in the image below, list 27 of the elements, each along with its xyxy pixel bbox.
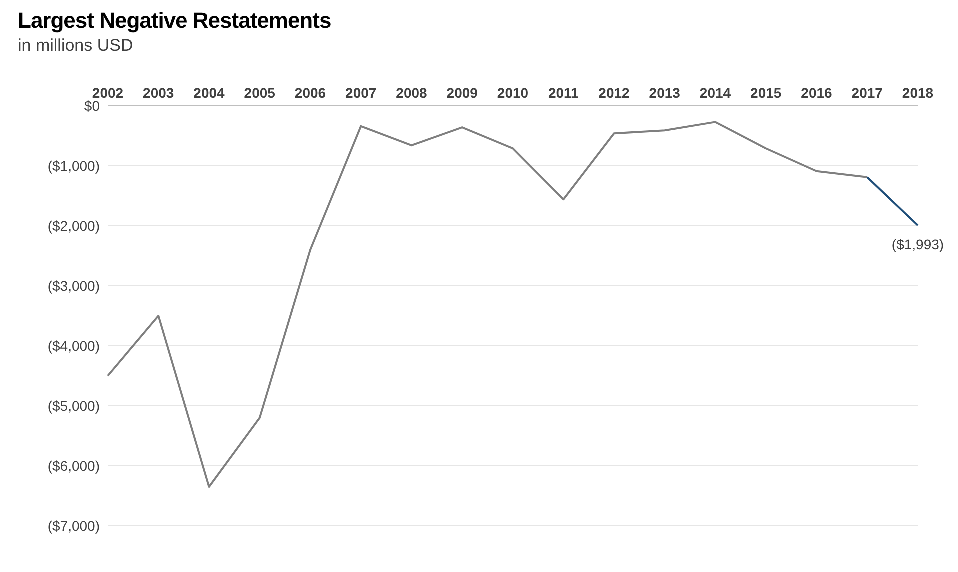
x-tick-label: 2004 — [194, 85, 226, 101]
chart-title: Largest Negative Restatements — [18, 8, 332, 34]
y-tick-label: ($4,000) — [48, 338, 100, 354]
x-tick-label: 2010 — [497, 85, 529, 101]
x-tick-label: 2018 — [902, 85, 934, 101]
x-tick-label: 2007 — [346, 85, 377, 101]
data-label: ($1,993) — [892, 236, 944, 253]
x-tick-label: 2014 — [700, 85, 732, 101]
x-tick-label: 2011 — [548, 85, 580, 101]
y-tick-label: ($1,000) — [48, 158, 100, 174]
x-tick-label: 2016 — [801, 85, 833, 101]
x-tick-label: 2013 — [649, 85, 681, 101]
x-tick-label: 2008 — [396, 85, 428, 101]
y-tick-label: ($7,000) — [48, 518, 100, 534]
y-tick-label: ($3,000) — [48, 278, 100, 294]
x-tick-label: 2006 — [294, 85, 326, 101]
x-tick-label: 2005 — [244, 85, 276, 101]
x-tick-label: 2015 — [750, 85, 782, 101]
x-tick-label: 2012 — [598, 85, 630, 101]
y-tick-label: ($5,000) — [48, 398, 100, 414]
x-tick-label: 2017 — [852, 85, 884, 101]
x-tick-label: 2009 — [446, 85, 478, 101]
x-tick-label: 2003 — [143, 85, 174, 101]
line-series — [107, 121, 868, 488]
chart-subtitle: in millions USD — [18, 36, 134, 56]
y-tick-label: ($2,000) — [48, 218, 100, 234]
y-tick-label: ($6,000) — [48, 458, 100, 474]
